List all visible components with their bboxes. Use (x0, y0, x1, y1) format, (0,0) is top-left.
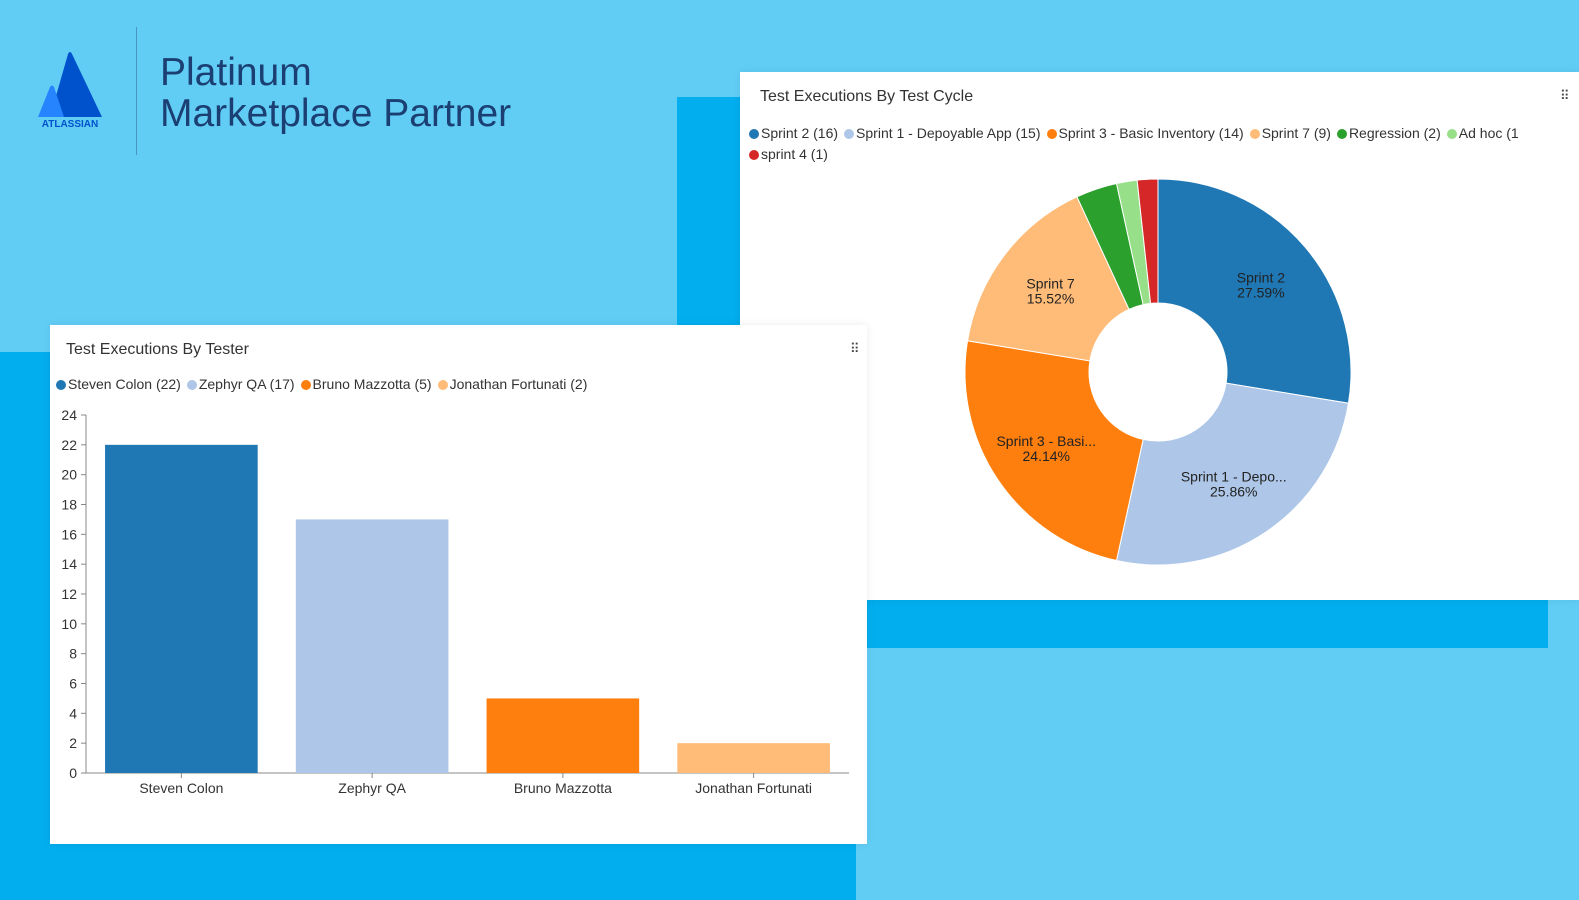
drag-handle-icon[interactable]: ⠿ (850, 341, 859, 356)
legend-item[interactable]: Sprint 1 - Depoyable App (15) (844, 123, 1041, 144)
slice-sprint-2[interactable] (1157, 178, 1352, 404)
bar-zephyr-qa[interactable] (295, 519, 449, 773)
slice-sprint-1-depoyable-app[interactable] (1115, 382, 1350, 566)
legend-item[interactable]: sprint 4 (1) (749, 144, 828, 165)
legend-dot-icon (749, 150, 759, 160)
legend-dot-icon (749, 129, 759, 139)
legend-item[interactable]: Bruno Mazzotta (5) (300, 374, 432, 395)
atlassian-logo-mark: ATLASSIAN (38, 52, 102, 130)
legend-dot-icon (1249, 129, 1260, 139)
x-tick-label: Jonathan Fortunati (695, 780, 812, 796)
bar-steven-colon[interactable] (105, 444, 258, 773)
test-cycle-chart-panel: Test Executions By Test Cycle ⠿ Sprint 2… (740, 72, 1579, 600)
legend-label: Sprint 3 - Basic Inventory (14) (1058, 125, 1244, 141)
legend-label: Sprint 2 (16) (761, 125, 839, 141)
x-tick-label: Bruno Mazzotta (514, 780, 612, 796)
legend-dot-icon (56, 380, 66, 390)
chart-legend: Sprint 2 (16) Sprint 1 - Depoyable App (1… (749, 123, 1579, 165)
brand-divider (136, 27, 137, 155)
y-tick-label: 4 (69, 705, 77, 721)
legend-dot-icon (1046, 129, 1057, 139)
legend-label: Sprint 1 - Depoyable App (15) (856, 125, 1041, 141)
bar-jonathan-fortunati[interactable] (677, 743, 830, 773)
y-tick-label: 8 (69, 646, 77, 662)
legend-label: Bruno Mazzotta (5) (312, 376, 432, 392)
legend-label: Regression (2) (1348, 125, 1441, 141)
legend-dot-icon (844, 129, 855, 139)
chart-title: Test Executions By Test Cycle (760, 88, 974, 105)
slice-sprint-3-basic-inventory[interactable] (964, 340, 1144, 562)
legend-item[interactable]: Ad hoc (1 (1446, 123, 1519, 144)
brand-title-line1: Platinum (160, 51, 312, 94)
legend-item[interactable]: Jonathan Fortunati (2) (437, 374, 588, 395)
slice-label: Sprint 2 (1237, 270, 1285, 286)
legend-item[interactable]: Steven Colon (22) (56, 374, 181, 395)
bar-bruno-mazzotta[interactable] (486, 698, 640, 773)
atlassian-logo: ATLASSIAN (34, 50, 106, 130)
legend-item[interactable]: Sprint 2 (16) (749, 123, 838, 144)
y-tick-label: 6 (69, 676, 77, 692)
legend-dot-icon (186, 380, 197, 390)
tester-chart-panel: Test Executions By Tester ⠿ Steven Colon… (50, 325, 867, 844)
legend-label: Ad hoc (1 (1458, 125, 1519, 141)
slice-label: Sprint 1 - Depo... (1181, 469, 1287, 485)
slice-sprint-7[interactable] (966, 196, 1130, 362)
y-tick-label: 20 (61, 467, 77, 483)
y-tick-label: 2 (69, 735, 77, 751)
slice-percent: 15.52% (1027, 290, 1074, 306)
y-tick-label: 16 (61, 526, 77, 542)
legend-dot-icon (437, 380, 448, 390)
legend-dot-icon (300, 380, 311, 390)
legend-dot-icon (1446, 129, 1457, 139)
y-tick-label: 18 (61, 497, 77, 513)
y-tick-label: 10 (61, 616, 77, 632)
legend-item[interactable]: Regression (2) (1336, 123, 1441, 144)
legend-dot-icon (1336, 129, 1347, 139)
chart-title: Test Executions By Tester (66, 341, 249, 358)
donut-chart: Sprint 227.59% Sprint 1 - Depo...25.86% Sp… (964, 178, 1352, 566)
y-tick-label: 12 (61, 586, 77, 602)
slice-percent: 24.14% (1023, 448, 1070, 464)
y-tick-label: 14 (61, 556, 77, 572)
x-tick-label: Zephyr QA (338, 780, 406, 796)
legend-label: sprint 4 (1) (761, 146, 828, 162)
slice-sprint-4[interactable] (1136, 178, 1159, 304)
y-tick-label: 24 (61, 407, 77, 423)
legend-label: Zephyr QA (17) (198, 376, 295, 392)
slice-percent: 27.59% (1237, 285, 1284, 301)
atlassian-logo-text: ATLASSIAN (42, 119, 98, 130)
brand-title: Platinum Marketplace Partner (160, 52, 511, 134)
slice-label: Sprint 7 (1026, 275, 1074, 291)
legend-item[interactable]: Zephyr QA (17) (186, 374, 295, 395)
y-tick-label: 0 (69, 765, 77, 781)
drag-handle-icon[interactable]: ⠿ (1560, 88, 1569, 103)
slice-label: Sprint 3 - Basi... (996, 433, 1096, 449)
slice-percent: 25.86% (1210, 484, 1257, 500)
legend-item[interactable]: Sprint 7 (9) (1249, 123, 1331, 144)
legend-label: Jonathan Fortunati (2) (449, 376, 588, 392)
chart-legend: Steven Colon (22) Zephyr QA (17) Bruno Maz… (56, 374, 593, 395)
legend-label: Steven Colon (22) (68, 376, 181, 392)
brand-title-line2: Marketplace Partner (160, 92, 512, 135)
legend-item[interactable]: Sprint 3 - Basic Inventory (14) (1046, 123, 1244, 144)
x-tick-label: Steven Colon (139, 780, 223, 796)
y-tick-label: 22 (61, 437, 77, 453)
legend-label: Sprint 7 (9) (1261, 125, 1331, 141)
